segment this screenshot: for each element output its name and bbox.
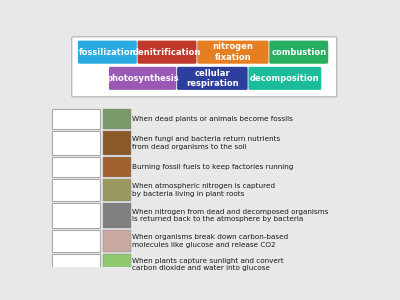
FancyBboxPatch shape [52,254,100,275]
FancyBboxPatch shape [52,203,100,228]
FancyBboxPatch shape [109,67,176,90]
Text: nitrogen
fixation: nitrogen fixation [212,43,253,62]
FancyBboxPatch shape [52,157,100,177]
FancyBboxPatch shape [52,109,100,129]
Text: decomposition: decomposition [250,74,320,83]
FancyBboxPatch shape [103,230,131,252]
FancyBboxPatch shape [78,40,137,64]
FancyBboxPatch shape [103,109,131,129]
Text: When fungi and bacteria return nutrients
from dead organisms to the soil: When fungi and bacteria return nutrients… [132,136,280,150]
Text: When dead plants or animals become fossils: When dead plants or animals become fossi… [132,116,293,122]
FancyBboxPatch shape [138,40,196,64]
FancyBboxPatch shape [52,179,100,201]
FancyBboxPatch shape [103,254,131,275]
FancyBboxPatch shape [103,179,131,201]
Text: denitrification: denitrification [133,48,201,57]
FancyBboxPatch shape [103,157,131,177]
Text: photosynthesis: photosynthesis [106,74,179,83]
FancyBboxPatch shape [197,40,268,64]
Text: fossilization: fossilization [78,48,136,57]
Text: When nitrogen from dead and decomposed organisms
is returned back to the atmosph: When nitrogen from dead and decomposed o… [132,209,328,222]
FancyBboxPatch shape [269,40,328,64]
Text: combustion: combustion [271,48,326,57]
FancyBboxPatch shape [177,67,248,90]
FancyBboxPatch shape [248,67,321,90]
FancyBboxPatch shape [103,131,131,154]
Text: When organisms break down carbon-based
molecules like glucose and release CO2: When organisms break down carbon-based m… [132,234,288,247]
Text: When plants capture sunlight and convert
carbon dioxide and water into glucose: When plants capture sunlight and convert… [132,258,284,272]
Text: When atmospheric nitrogen is captured
by bacteria living in plant roots: When atmospheric nitrogen is captured by… [132,183,275,197]
Text: Burning fossil fuels to keep factories running: Burning fossil fuels to keep factories r… [132,164,294,170]
FancyBboxPatch shape [103,203,131,228]
FancyBboxPatch shape [52,131,100,154]
FancyBboxPatch shape [52,230,100,252]
FancyBboxPatch shape [72,37,337,97]
Text: cellular
respiration: cellular respiration [186,69,239,88]
